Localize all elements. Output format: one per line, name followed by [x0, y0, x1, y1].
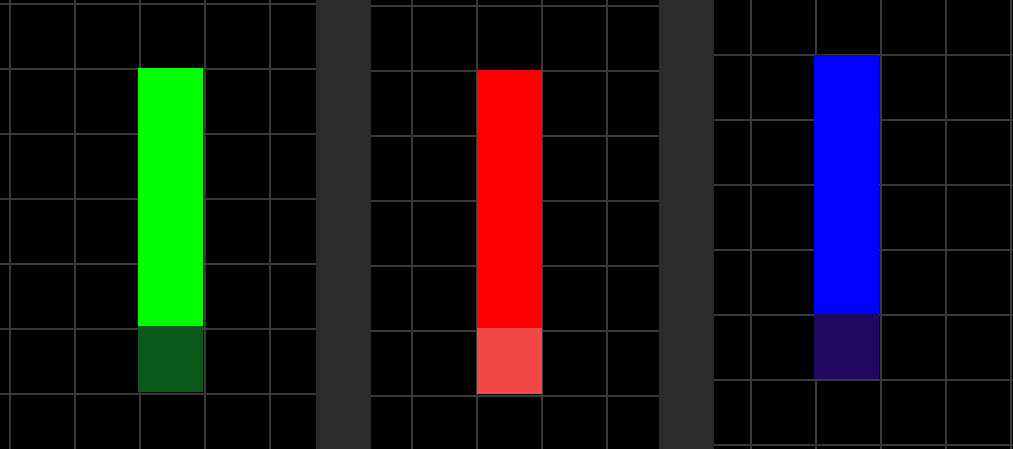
green-color-bar[interactable]	[138, 68, 203, 392]
panel-divider	[316, 0, 371, 449]
green-shade-swatch[interactable]	[138, 326, 203, 392]
red-color-bar[interactable]	[477, 70, 542, 394]
panel-divider	[659, 0, 714, 449]
red-swatch-panel	[371, 0, 659, 449]
blue-shade-swatch[interactable]	[814, 314, 879, 379]
blue-color-bar[interactable]	[814, 55, 879, 379]
red-main-swatch[interactable]	[477, 70, 542, 328]
blue-swatch-panel	[714, 0, 1013, 449]
red-shade-swatch[interactable]	[477, 328, 542, 394]
blue-main-swatch[interactable]	[814, 55, 879, 314]
green-swatch-panel	[0, 0, 316, 449]
green-main-swatch[interactable]	[138, 68, 203, 326]
